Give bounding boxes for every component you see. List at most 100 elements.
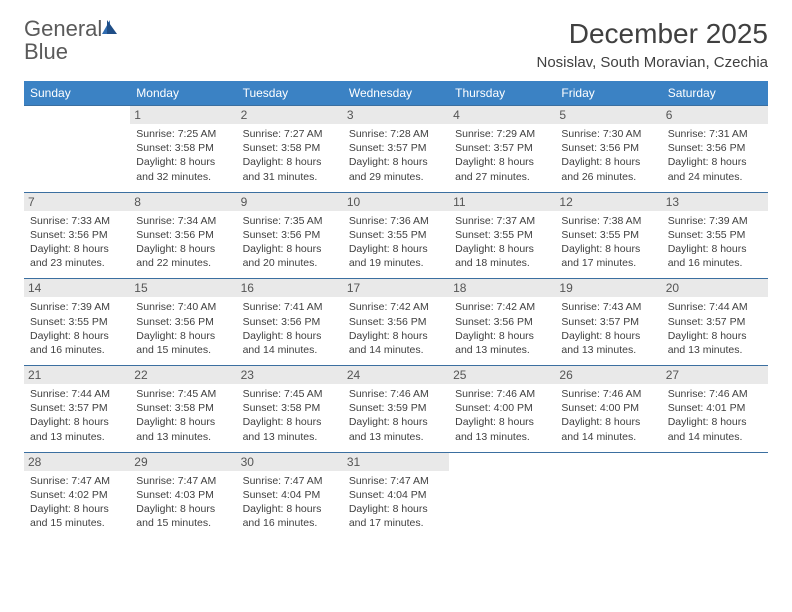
weekday-header: Friday bbox=[555, 81, 661, 106]
day-info: Sunrise: 7:37 AMSunset: 3:55 PMDaylight:… bbox=[455, 214, 549, 271]
logo-text-wrap: General Blue bbox=[24, 18, 117, 64]
day-number: 20 bbox=[662, 279, 768, 297]
day-info: Sunrise: 7:41 AMSunset: 3:56 PMDaylight:… bbox=[243, 300, 337, 357]
calendar-day: 6 Sunrise: 7:31 AMSunset: 3:56 PMDaylight… bbox=[662, 106, 768, 193]
calendar-day: 7 Sunrise: 7:33 AMSunset: 3:56 PMDaylight… bbox=[24, 192, 130, 279]
calendar-day: 29 Sunrise: 7:47 AMSunset: 4:03 PMDayligh… bbox=[130, 452, 236, 538]
day-info: Sunrise: 7:46 AMSunset: 4:00 PMDaylight:… bbox=[455, 387, 549, 444]
calendar-day: 28 Sunrise: 7:47 AMSunset: 4:02 PMDayligh… bbox=[24, 452, 130, 538]
calendar-day: 22 Sunrise: 7:45 AMSunset: 3:58 PMDayligh… bbox=[130, 366, 236, 453]
day-info: Sunrise: 7:46 AMSunset: 3:59 PMDaylight:… bbox=[349, 387, 443, 444]
day-number: 21 bbox=[24, 366, 130, 384]
day-number: 23 bbox=[237, 366, 343, 384]
day-info: Sunrise: 7:34 AMSunset: 3:56 PMDaylight:… bbox=[136, 214, 230, 271]
calendar-day: 16 Sunrise: 7:41 AMSunset: 3:56 PMDayligh… bbox=[237, 279, 343, 366]
calendar-week: 21 Sunrise: 7:44 AMSunset: 3:57 PMDayligh… bbox=[24, 366, 768, 453]
day-info: Sunrise: 7:35 AMSunset: 3:56 PMDaylight:… bbox=[243, 214, 337, 271]
calendar-day: 17Sunrise: 7:42 AMSunset: 3:56 PMDayligh… bbox=[343, 279, 449, 366]
weekday-header: Monday bbox=[130, 81, 236, 106]
calendar-day-empty bbox=[555, 452, 661, 538]
calendar-day: 4Sunrise: 7:29 AMSunset: 3:57 PMDaylight… bbox=[449, 106, 555, 193]
calendar-day: 18 Sunrise: 7:42 AMSunset: 3:56 PMDayligh… bbox=[449, 279, 555, 366]
day-info: Sunrise: 7:43 AMSunset: 3:57 PMDaylight:… bbox=[561, 300, 655, 357]
calendar-day: 1 Sunrise: 7:25 AMSunset: 3:58 PMDaylight… bbox=[130, 106, 236, 193]
day-number: 1 bbox=[130, 106, 236, 124]
day-info: Sunrise: 7:39 AMSunset: 3:55 PMDaylight:… bbox=[30, 300, 124, 357]
day-number: 31 bbox=[343, 453, 449, 471]
day-info: Sunrise: 7:47 AMSunset: 4:04 PMDaylight:… bbox=[243, 474, 337, 531]
day-number: 11 bbox=[449, 193, 555, 211]
calendar-day: 13 Sunrise: 7:39 AMSunset: 3:55 PMDayligh… bbox=[662, 192, 768, 279]
calendar-day: 9 Sunrise: 7:35 AMSunset: 3:56 PMDaylight… bbox=[237, 192, 343, 279]
day-number: 6 bbox=[662, 106, 768, 124]
calendar-day: 8 Sunrise: 7:34 AMSunset: 3:56 PMDaylight… bbox=[130, 192, 236, 279]
day-number: 22 bbox=[130, 366, 236, 384]
weekday-header: Thursday bbox=[449, 81, 555, 106]
day-number: 28 bbox=[24, 453, 130, 471]
day-number: 19 bbox=[555, 279, 661, 297]
calendar-day: 5 Sunrise: 7:30 AMSunset: 3:56 PMDaylight… bbox=[555, 106, 661, 193]
day-info: Sunrise: 7:47 AMSunset: 4:02 PMDaylight:… bbox=[30, 474, 124, 531]
day-info: Sunrise: 7:42 AMSunset: 3:56 PMDaylight:… bbox=[455, 300, 549, 357]
day-number: 10 bbox=[343, 193, 449, 211]
day-number: 25 bbox=[449, 366, 555, 384]
calendar-day: 20 Sunrise: 7:44 AMSunset: 3:57 PMDayligh… bbox=[662, 279, 768, 366]
weekday-header: Wednesday bbox=[343, 81, 449, 106]
day-number: 29 bbox=[130, 453, 236, 471]
day-number: 5 bbox=[555, 106, 661, 124]
day-number: 2 bbox=[237, 106, 343, 124]
day-info: Sunrise: 7:47 AMSunset: 4:03 PMDaylight:… bbox=[136, 474, 230, 531]
day-number: 24 bbox=[343, 366, 449, 384]
calendar-week: 14 Sunrise: 7:39 AMSunset: 3:55 PMDayligh… bbox=[24, 279, 768, 366]
day-info: Sunrise: 7:27 AMSunset: 3:58 PMDaylight:… bbox=[243, 127, 337, 184]
calendar-day: 31 Sunrise: 7:47 AMSunset: 4:04 PMDayligh… bbox=[343, 452, 449, 538]
calendar-day: 27 Sunrise: 7:46 AMSunset: 4:01 PMDayligh… bbox=[662, 366, 768, 453]
day-number: 8 bbox=[130, 193, 236, 211]
day-number: 16 bbox=[237, 279, 343, 297]
day-info: Sunrise: 7:44 AMSunset: 3:57 PMDaylight:… bbox=[668, 300, 762, 357]
day-number: 4 bbox=[449, 106, 555, 124]
day-info: Sunrise: 7:30 AMSunset: 3:56 PMDaylight:… bbox=[561, 127, 655, 184]
calendar-table: SundayMondayTuesdayWednesdayThursdayFrid… bbox=[24, 81, 768, 538]
day-number: 3 bbox=[343, 106, 449, 124]
day-info: Sunrise: 7:46 AMSunset: 4:00 PMDaylight:… bbox=[561, 387, 655, 444]
calendar-day: 24 Sunrise: 7:46 AMSunset: 3:59 PMDayligh… bbox=[343, 366, 449, 453]
day-number: 15 bbox=[130, 279, 236, 297]
day-number: 27 bbox=[662, 366, 768, 384]
day-number: 30 bbox=[237, 453, 343, 471]
title-block: December 2025 Nosislav, South Moravian, … bbox=[537, 18, 769, 71]
calendar-day: 30 Sunrise: 7:47 AMSunset: 4:04 PMDayligh… bbox=[237, 452, 343, 538]
day-number: 12 bbox=[555, 193, 661, 211]
weekday-header: Tuesday bbox=[237, 81, 343, 106]
weekday-header: Sunday bbox=[24, 81, 130, 106]
logo-text-1: General bbox=[24, 16, 102, 41]
header: General Blue December 2025 Nosislav, Sou… bbox=[24, 18, 768, 71]
calendar-week: 28 Sunrise: 7:47 AMSunset: 4:02 PMDayligh… bbox=[24, 452, 768, 538]
weekday-row: SundayMondayTuesdayWednesdayThursdayFrid… bbox=[24, 81, 768, 106]
day-info: Sunrise: 7:28 AMSunset: 3:57 PMDaylight:… bbox=[349, 127, 443, 184]
day-number: 18 bbox=[449, 279, 555, 297]
calendar-day: 26Sunrise: 7:46 AMSunset: 4:00 PMDayligh… bbox=[555, 366, 661, 453]
calendar-day: 14 Sunrise: 7:39 AMSunset: 3:55 PMDayligh… bbox=[24, 279, 130, 366]
day-info: Sunrise: 7:36 AMSunset: 3:55 PMDaylight:… bbox=[349, 214, 443, 271]
day-info: Sunrise: 7:45 AMSunset: 3:58 PMDaylight:… bbox=[136, 387, 230, 444]
weekday-header: Saturday bbox=[662, 81, 768, 106]
logo-mark2-icon bbox=[107, 20, 117, 34]
day-info: Sunrise: 7:44 AMSunset: 3:57 PMDaylight:… bbox=[30, 387, 124, 444]
day-info: Sunrise: 7:47 AMSunset: 4:04 PMDaylight:… bbox=[349, 474, 443, 531]
calendar-day: 23Sunrise: 7:45 AMSunset: 3:58 PMDayligh… bbox=[237, 366, 343, 453]
day-info: Sunrise: 7:25 AMSunset: 3:58 PMDaylight:… bbox=[136, 127, 230, 184]
day-info: Sunrise: 7:46 AMSunset: 4:01 PMDaylight:… bbox=[668, 387, 762, 444]
day-info: Sunrise: 7:39 AMSunset: 3:55 PMDaylight:… bbox=[668, 214, 762, 271]
calendar-day-empty bbox=[449, 452, 555, 538]
day-number: 14 bbox=[24, 279, 130, 297]
calendar-day: 2 Sunrise: 7:27 AMSunset: 3:58 PMDaylight… bbox=[237, 106, 343, 193]
day-info: Sunrise: 7:40 AMSunset: 3:56 PMDaylight:… bbox=[136, 300, 230, 357]
day-number: 9 bbox=[237, 193, 343, 211]
calendar-day: 3 Sunrise: 7:28 AMSunset: 3:57 PMDaylight… bbox=[343, 106, 449, 193]
day-number: 7 bbox=[24, 193, 130, 211]
logo-text-2: Blue bbox=[24, 39, 68, 64]
day-info: Sunrise: 7:31 AMSunset: 3:56 PMDaylight:… bbox=[668, 127, 762, 184]
day-info: Sunrise: 7:33 AMSunset: 3:56 PMDaylight:… bbox=[30, 214, 124, 271]
day-number: 13 bbox=[662, 193, 768, 211]
